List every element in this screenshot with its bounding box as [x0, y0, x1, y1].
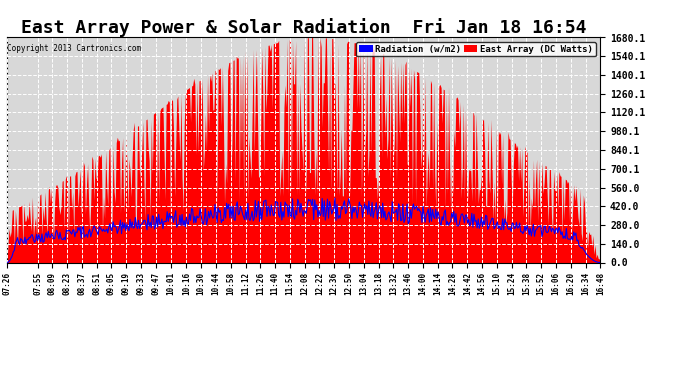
Text: Copyright 2013 Cartronics.com: Copyright 2013 Cartronics.com	[8, 44, 141, 53]
Title: East Array Power & Solar Radiation  Fri Jan 18 16:54: East Array Power & Solar Radiation Fri J…	[21, 18, 586, 38]
Legend: Radiation (w/m2), East Array (DC Watts): Radiation (w/m2), East Array (DC Watts)	[356, 42, 595, 56]
